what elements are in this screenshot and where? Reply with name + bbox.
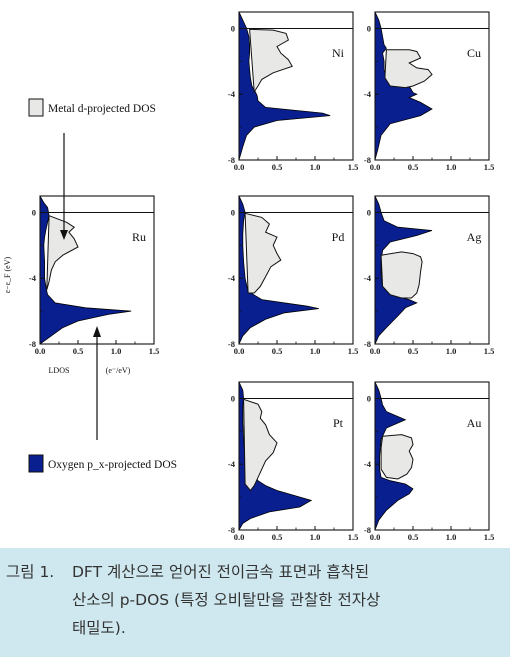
y-tick-label: -8 (228, 155, 235, 165)
legend-metal: Metal d-projected DOS (28, 98, 156, 240)
x-tick-label: 1.5 (484, 162, 495, 172)
x-tick-label: 0.0 (234, 162, 245, 172)
x-tick-label: 1.5 (348, 162, 359, 172)
y-tick-label: 0 (367, 207, 371, 217)
y-tick-label: -8 (228, 525, 235, 535)
oxygen-dos-area-ni (239, 12, 331, 160)
metal-dos-area-ag (380, 251, 423, 299)
y-tick-label: -4 (364, 459, 372, 469)
x-tick-label: 1.0 (310, 532, 321, 542)
metal-dos-area-au (380, 434, 414, 480)
x-tick-label: 0.0 (370, 346, 381, 356)
metal-dos-area-cu (384, 49, 433, 89)
oxygen-dos-area-pt (239, 382, 313, 530)
legend-metal-label: Metal d-projected DOS (48, 103, 156, 115)
x-tick-label: 1.5 (149, 346, 160, 356)
metal-label-ni: Ni (332, 46, 345, 60)
metal-dos-area-ru (46, 214, 79, 290)
x-tick-label: 0.5 (408, 532, 419, 542)
y-tick-label: -4 (364, 273, 372, 283)
y-tick-label: -8 (228, 339, 235, 349)
legend-oxygen: Oxygen p_x-projected DOS (28, 326, 177, 473)
x-tick-label: 0.5 (408, 162, 419, 172)
oxygen-dos-area-pd (239, 196, 319, 344)
panel-ru: 0.0 0.5 1.0 1.5 0 -4 -8 Ru (29, 195, 160, 356)
x-tick-label: 1.0 (446, 346, 457, 356)
legend-metal-arrowhead (60, 230, 68, 240)
metal-dos-area-ni (249, 28, 293, 94)
metal-label-ru: Ru (132, 230, 146, 244)
legend-oxygen-label: Oxygen p_x-projected DOS (48, 459, 177, 471)
panel-ni: 0.0 0.5 1.0 1.5 0 -4 -8 Ni (228, 11, 359, 172)
x-tick-label: 0.5 (272, 532, 283, 542)
x-tick-label: 1.5 (348, 346, 359, 356)
legend-oxygen-arrowhead (93, 326, 101, 337)
panel-ag: 0.0 0.5 1.0 1.5 0 -4 -8 Ag (364, 195, 495, 356)
y-tick-label: -4 (29, 273, 37, 283)
metal-label-pd: Pd (332, 230, 345, 244)
x-tick-label: 1.0 (111, 346, 122, 356)
x-tick-label: 1.0 (310, 162, 321, 172)
y-tick-label: -8 (29, 339, 36, 349)
y-tick-label: 0 (32, 207, 36, 217)
metal-label-ag: Ag (467, 230, 482, 244)
y-tick-label: 0 (367, 23, 371, 33)
panel-pt: 0.0 0.5 1.0 1.5 0 -4 -8 Pt (228, 381, 359, 542)
x-tick-label: 0.0 (35, 346, 46, 356)
panel-au: 0.0 0.5 1.0 1.5 0 -4 -8 Au (364, 381, 495, 542)
caption-line-2: 산소의 p-DOS (특정 오비탈만을 관찰한 전자상 (72, 591, 381, 609)
y-tick-label: -4 (364, 89, 372, 99)
y-tick-label: -4 (228, 89, 236, 99)
figure-caption: 그림 1. DFT 계산으로 얻어진 전이금속 표면과 흡착된 산소의 p-DOS… (0, 548, 510, 657)
y-tick-label: 0 (367, 393, 371, 403)
metal-dos-area-pd (244, 212, 282, 294)
metal-label-pt: Pt (333, 416, 344, 430)
y-tick-label: -8 (364, 525, 371, 535)
y-tick-label: 0 (231, 207, 235, 217)
x-axis-title-right: (e⁻/eV) (106, 366, 131, 375)
x-tick-label: 1.5 (348, 532, 359, 542)
caption-number: 그림 1. (6, 563, 55, 581)
metal-label-cu: Cu (467, 46, 481, 60)
x-tick-label: 1.5 (484, 532, 495, 542)
y-tick-label: 0 (231, 23, 235, 33)
oxygen-dos-area-ag (375, 196, 433, 344)
x-tick-label: 0.0 (370, 532, 381, 542)
x-tick-label: 0.5 (272, 346, 283, 356)
oxygen-dos-area-au (375, 382, 414, 530)
y-tick-label: -8 (364, 339, 371, 349)
x-tick-label: 0.0 (234, 532, 245, 542)
y-tick-label: 0 (231, 393, 235, 403)
y-tick-label: -8 (364, 155, 371, 165)
x-tick-label: 1.0 (446, 162, 457, 172)
x-axis-title-left: LDOS (49, 366, 70, 375)
x-tick-label: 1.5 (484, 346, 495, 356)
metal-dos-area-pt (243, 398, 278, 492)
y-tick-label: -4 (228, 459, 236, 469)
y-axis-title: ε−ε_F (eV) (3, 257, 12, 294)
legend-oxygen-swatch (28, 454, 44, 473)
x-tick-label: 1.0 (310, 346, 321, 356)
legend-metal-swatch (28, 98, 44, 117)
panel-cu: 0.0 0.5 1.0 1.5 0 -4 -8 Cu (364, 11, 495, 172)
y-tick-label: -4 (228, 273, 236, 283)
caption-line-3: 태밀도). (72, 619, 126, 637)
x-tick-label: 0.5 (408, 346, 419, 356)
x-tick-label: 0.5 (272, 162, 283, 172)
x-tick-label: 0.0 (370, 162, 381, 172)
panel-pd: 0.0 0.5 1.0 1.5 0 -4 -8 Pd (228, 195, 359, 356)
x-tick-label: 1.0 (446, 532, 457, 542)
metal-label-au: Au (467, 416, 482, 430)
x-tick-label: 0.5 (73, 346, 84, 356)
x-tick-label: 0.0 (234, 346, 245, 356)
caption-line-1: 그림 1. DFT 계산으로 얻어진 전이금속 표면과 흡착된 (6, 558, 502, 586)
caption-text-1: DFT 계산으로 얻어진 전이금속 표면과 흡착된 (72, 563, 370, 581)
